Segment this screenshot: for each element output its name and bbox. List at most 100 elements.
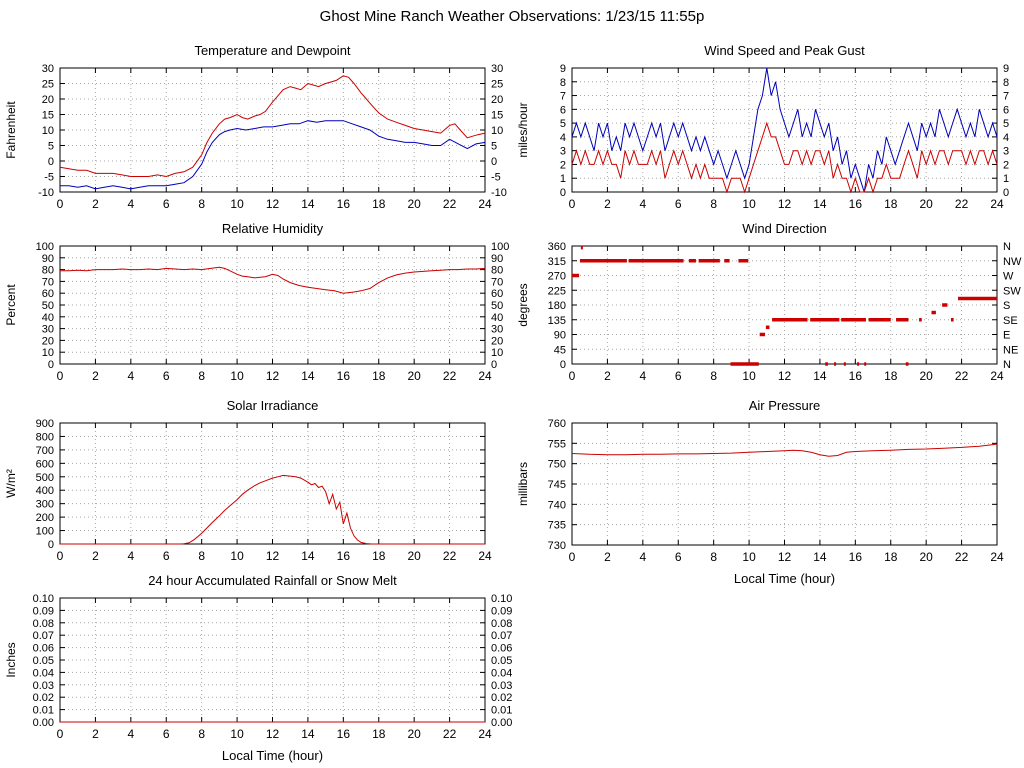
y-tick-label: 200: [36, 512, 54, 524]
x-tick-label: 8: [198, 197, 205, 211]
y-tick-label: 0: [560, 187, 566, 199]
x-tick-label: 12: [778, 197, 792, 211]
x-tick-label: 8: [198, 727, 205, 741]
chart-wind_speed: 0 01 12 23 34 45 56 67 78 89 90 2 4 6 8 10 12 14 16 18 20 22 2…: [516, 43, 1009, 211]
x-tick-label: 18: [372, 549, 386, 563]
x-tick-label: 14: [813, 550, 827, 564]
y-tick-label-right: 0.08: [491, 618, 512, 630]
x-tick-label: 20: [407, 549, 421, 563]
y-tick-label-right: W: [1003, 271, 1014, 283]
y-tick-label: 735: [548, 520, 566, 532]
y-tick-label-right: 0: [1003, 187, 1009, 199]
y-tick-label-right: 7: [1003, 91, 1009, 103]
y-tick-label-right: 100: [491, 241, 509, 253]
chart-rainfall: 0.00 0.000.01 0.010.02 0.020.03 0.030.04 0.04…: [4, 573, 512, 763]
y-tick-label: 100: [36, 526, 54, 538]
x-tick-label: 10: [742, 197, 756, 211]
y-tick-label: 360: [548, 241, 566, 253]
x-tick-label: 16: [337, 549, 351, 563]
y-tick-label: 100: [36, 241, 54, 253]
y-tick-label-right: -5: [491, 172, 501, 184]
grid: [572, 246, 997, 364]
y-tick-label: 740: [548, 499, 566, 511]
y-tick-label: 0.05: [33, 655, 54, 667]
y-tick-label: 700: [36, 445, 54, 457]
y-tick-label-right: 25: [491, 79, 503, 91]
chart-panel-humidity: 0 0 10 10 20 20 30 30 40 40 50 50 60 60 70 70 80 80 90 90 10…: [0, 214, 512, 386]
y-tick-label-right: 40: [491, 312, 503, 324]
y-tick-label-right: 0.02: [491, 692, 512, 704]
y-tick-label-right: 0.00: [491, 717, 512, 729]
series-dewpoint: [60, 120, 486, 190]
y-tick-label: 2: [560, 159, 566, 171]
x-tick-label: 4: [127, 369, 134, 383]
x-tick-label: 4: [639, 369, 646, 383]
y-tick-label: -5: [44, 172, 54, 184]
x-tick-label: 18: [884, 197, 898, 211]
x-tick-label: 12: [778, 369, 792, 383]
y-tick-label-right: 8: [1003, 77, 1009, 89]
y-tick-label: 30: [42, 63, 54, 75]
y-tick-label: 4: [560, 132, 566, 144]
series-temperature: [59, 75, 486, 178]
y-axis-label: degrees: [516, 283, 530, 326]
x-tick-label: 10: [742, 369, 756, 383]
y-tick-label: 760: [548, 418, 566, 430]
y-tick-label: 6: [560, 104, 566, 116]
grid: [572, 423, 997, 545]
y-tick-label-right: 20: [491, 94, 503, 106]
y-tick-label-right: 30: [491, 63, 503, 75]
x-tick-label: 4: [639, 197, 646, 211]
x-tick-label: 20: [407, 197, 421, 211]
y-tick-label-right: 0.07: [491, 630, 512, 642]
x-tick-label: 6: [163, 549, 170, 563]
y-tick-label-right: E: [1003, 330, 1010, 342]
y-tick-label-right: 0.01: [491, 705, 512, 717]
x-tick-label: 2: [604, 197, 611, 211]
y-tick-label: 600: [36, 458, 54, 470]
x-tick-label: 18: [884, 369, 898, 383]
x-tick-label: 18: [372, 727, 386, 741]
x-tick-label: 0: [57, 197, 64, 211]
chart-title: Temperature and Dewpoint: [194, 43, 350, 58]
y-tick-label: 9: [560, 63, 566, 75]
y-tick-label: 0.03: [33, 680, 54, 692]
x-tick-label: 22: [443, 727, 457, 741]
y-tick-label: 7: [560, 91, 566, 103]
y-tick-label: 10: [42, 125, 54, 137]
x-tick-label: 20: [919, 550, 933, 564]
x-tick-label: 0: [569, 550, 576, 564]
y-tick-label: 40: [42, 312, 54, 324]
x-tick-label: 16: [849, 369, 863, 383]
y-tick-label: 15: [42, 110, 54, 122]
x-axis-label: Local Time (hour): [734, 571, 835, 586]
x-tick-label: 22: [955, 369, 969, 383]
y-tick-label: 20: [42, 94, 54, 106]
x-tick-label: 0: [57, 727, 64, 741]
chart-title: Air Pressure: [749, 398, 821, 413]
x-tick-label: 2: [92, 369, 99, 383]
y-tick-label-right: SE: [1003, 315, 1018, 327]
x-tick-label: 12: [266, 549, 280, 563]
x-tick-label: 22: [955, 550, 969, 564]
y-axis-label: Inches: [4, 642, 18, 677]
x-tick-label: 20: [919, 369, 933, 383]
y-axis-label: millibars: [516, 462, 530, 506]
x-tick-label: 8: [198, 549, 205, 563]
x-tick-label: 22: [443, 197, 457, 211]
x-tick-label: 16: [337, 369, 351, 383]
y-tick-label: 90: [554, 330, 566, 342]
y-tick-label-right: 0.06: [491, 643, 512, 655]
series-wind-direction: [572, 245, 997, 366]
chart-title: Solar Irradiance: [227, 398, 319, 413]
y-tick-label-right: 4: [1003, 132, 1009, 144]
y-tick-label: 800: [36, 431, 54, 443]
y-tick-label: -10: [38, 187, 54, 199]
y-tick-label: 225: [548, 285, 566, 297]
x-tick-label: 24: [478, 549, 492, 563]
chart-title: Wind Speed and Peak Gust: [704, 43, 865, 58]
